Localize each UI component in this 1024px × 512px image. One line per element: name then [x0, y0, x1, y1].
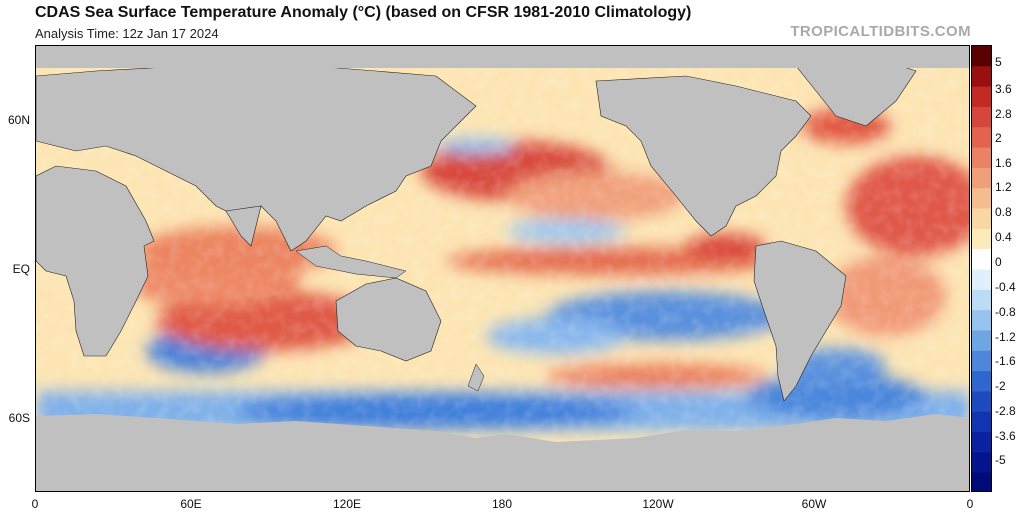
colorbar-swatch [972, 66, 991, 88]
lon-label-180: 180 [491, 497, 513, 511]
colorbar-tick-label: 1.6 [995, 156, 1012, 170]
lon-label-120w: 120W [642, 497, 674, 511]
analysis-time: Analysis Time: 12z Jan 17 2024 [35, 26, 219, 41]
colorbar-swatch [972, 188, 991, 210]
land-arctic [36, 46, 969, 68]
colorbar-swatch [972, 86, 991, 108]
land-new-zealand [467, 363, 485, 392]
land-africa [36, 165, 155, 357]
colorbar-tick-label: -0.4 [995, 280, 1016, 294]
colorbar-swatch [972, 228, 991, 250]
colorbar-tick-label: 1.2 [995, 180, 1012, 194]
colorbar-swatch [972, 452, 991, 474]
colorbar-tick-label: -2.8 [995, 404, 1016, 418]
lon-label-60w: 60W [801, 497, 827, 511]
colorbar-tick-label: 2 [995, 131, 1002, 145]
land-eurasia [36, 63, 477, 252]
colorbar-swatch [972, 371, 991, 392]
land-india [225, 205, 262, 247]
colorbar-swatch [972, 310, 991, 331]
lon-label-0-east: 0 [966, 497, 974, 511]
lon-label-60e: 60E [180, 497, 202, 511]
colorbar-tick-label: -0.8 [995, 305, 1016, 319]
colorbar-tick-label: -5 [995, 453, 1006, 467]
colorbar-swatch [972, 249, 991, 270]
colorbar-swatch [972, 330, 991, 352]
colorbar-swatch [972, 472, 991, 491]
lon-label-120e: 120E [332, 497, 362, 511]
land-australia [335, 277, 442, 362]
colorbar-tick-label: 2.8 [995, 107, 1012, 121]
colorbar-tick-label: 0.8 [995, 205, 1012, 219]
colorbar-swatch [972, 46, 991, 67]
colorbar-swatch [972, 208, 991, 230]
colorbar-tick-label: 3.6 [995, 82, 1012, 96]
colorbar-tick-label: 0 [995, 255, 1002, 269]
colorbar-swatch [972, 391, 991, 413]
colorbar-swatch [972, 350, 991, 372]
colorbar-swatch [972, 106, 991, 128]
colorbar-swatch [972, 432, 991, 453]
colorbar-swatch [972, 289, 991, 311]
colorbar-tick-label: -3.6 [995, 429, 1016, 443]
colorbar-tick-label: 5 [995, 55, 1002, 69]
colorbar [971, 45, 992, 492]
colorbar-tick-label: 0.4 [995, 230, 1012, 244]
lat-label-60n: 60N [7, 113, 30, 127]
lat-label-60s: 60S [8, 411, 30, 425]
land-indonesia [295, 245, 407, 279]
colorbar-swatch [972, 167, 991, 189]
colorbar-tick-label: -1.2 [995, 330, 1016, 344]
colorbar-swatch [972, 127, 991, 149]
sst-anomaly-map [35, 45, 970, 492]
land-north-america [595, 75, 812, 237]
lat-label-eq: EQ [12, 262, 30, 276]
lon-label-0: 0 [31, 497, 39, 511]
colorbar-swatch [972, 269, 991, 291]
colorbar-tick-label: -2 [995, 379, 1006, 393]
site-credit: TROPICALTIDBITS.COM [790, 23, 971, 40]
colorbar-swatch [972, 411, 991, 433]
land-south-america [753, 240, 847, 402]
colorbar-tick-label: -1.6 [995, 354, 1016, 368]
land-antarctica [36, 414, 969, 491]
colorbar-swatch [972, 147, 991, 169]
map-title: CDAS Sea Surface Temperature Anomaly (°C… [35, 4, 692, 21]
